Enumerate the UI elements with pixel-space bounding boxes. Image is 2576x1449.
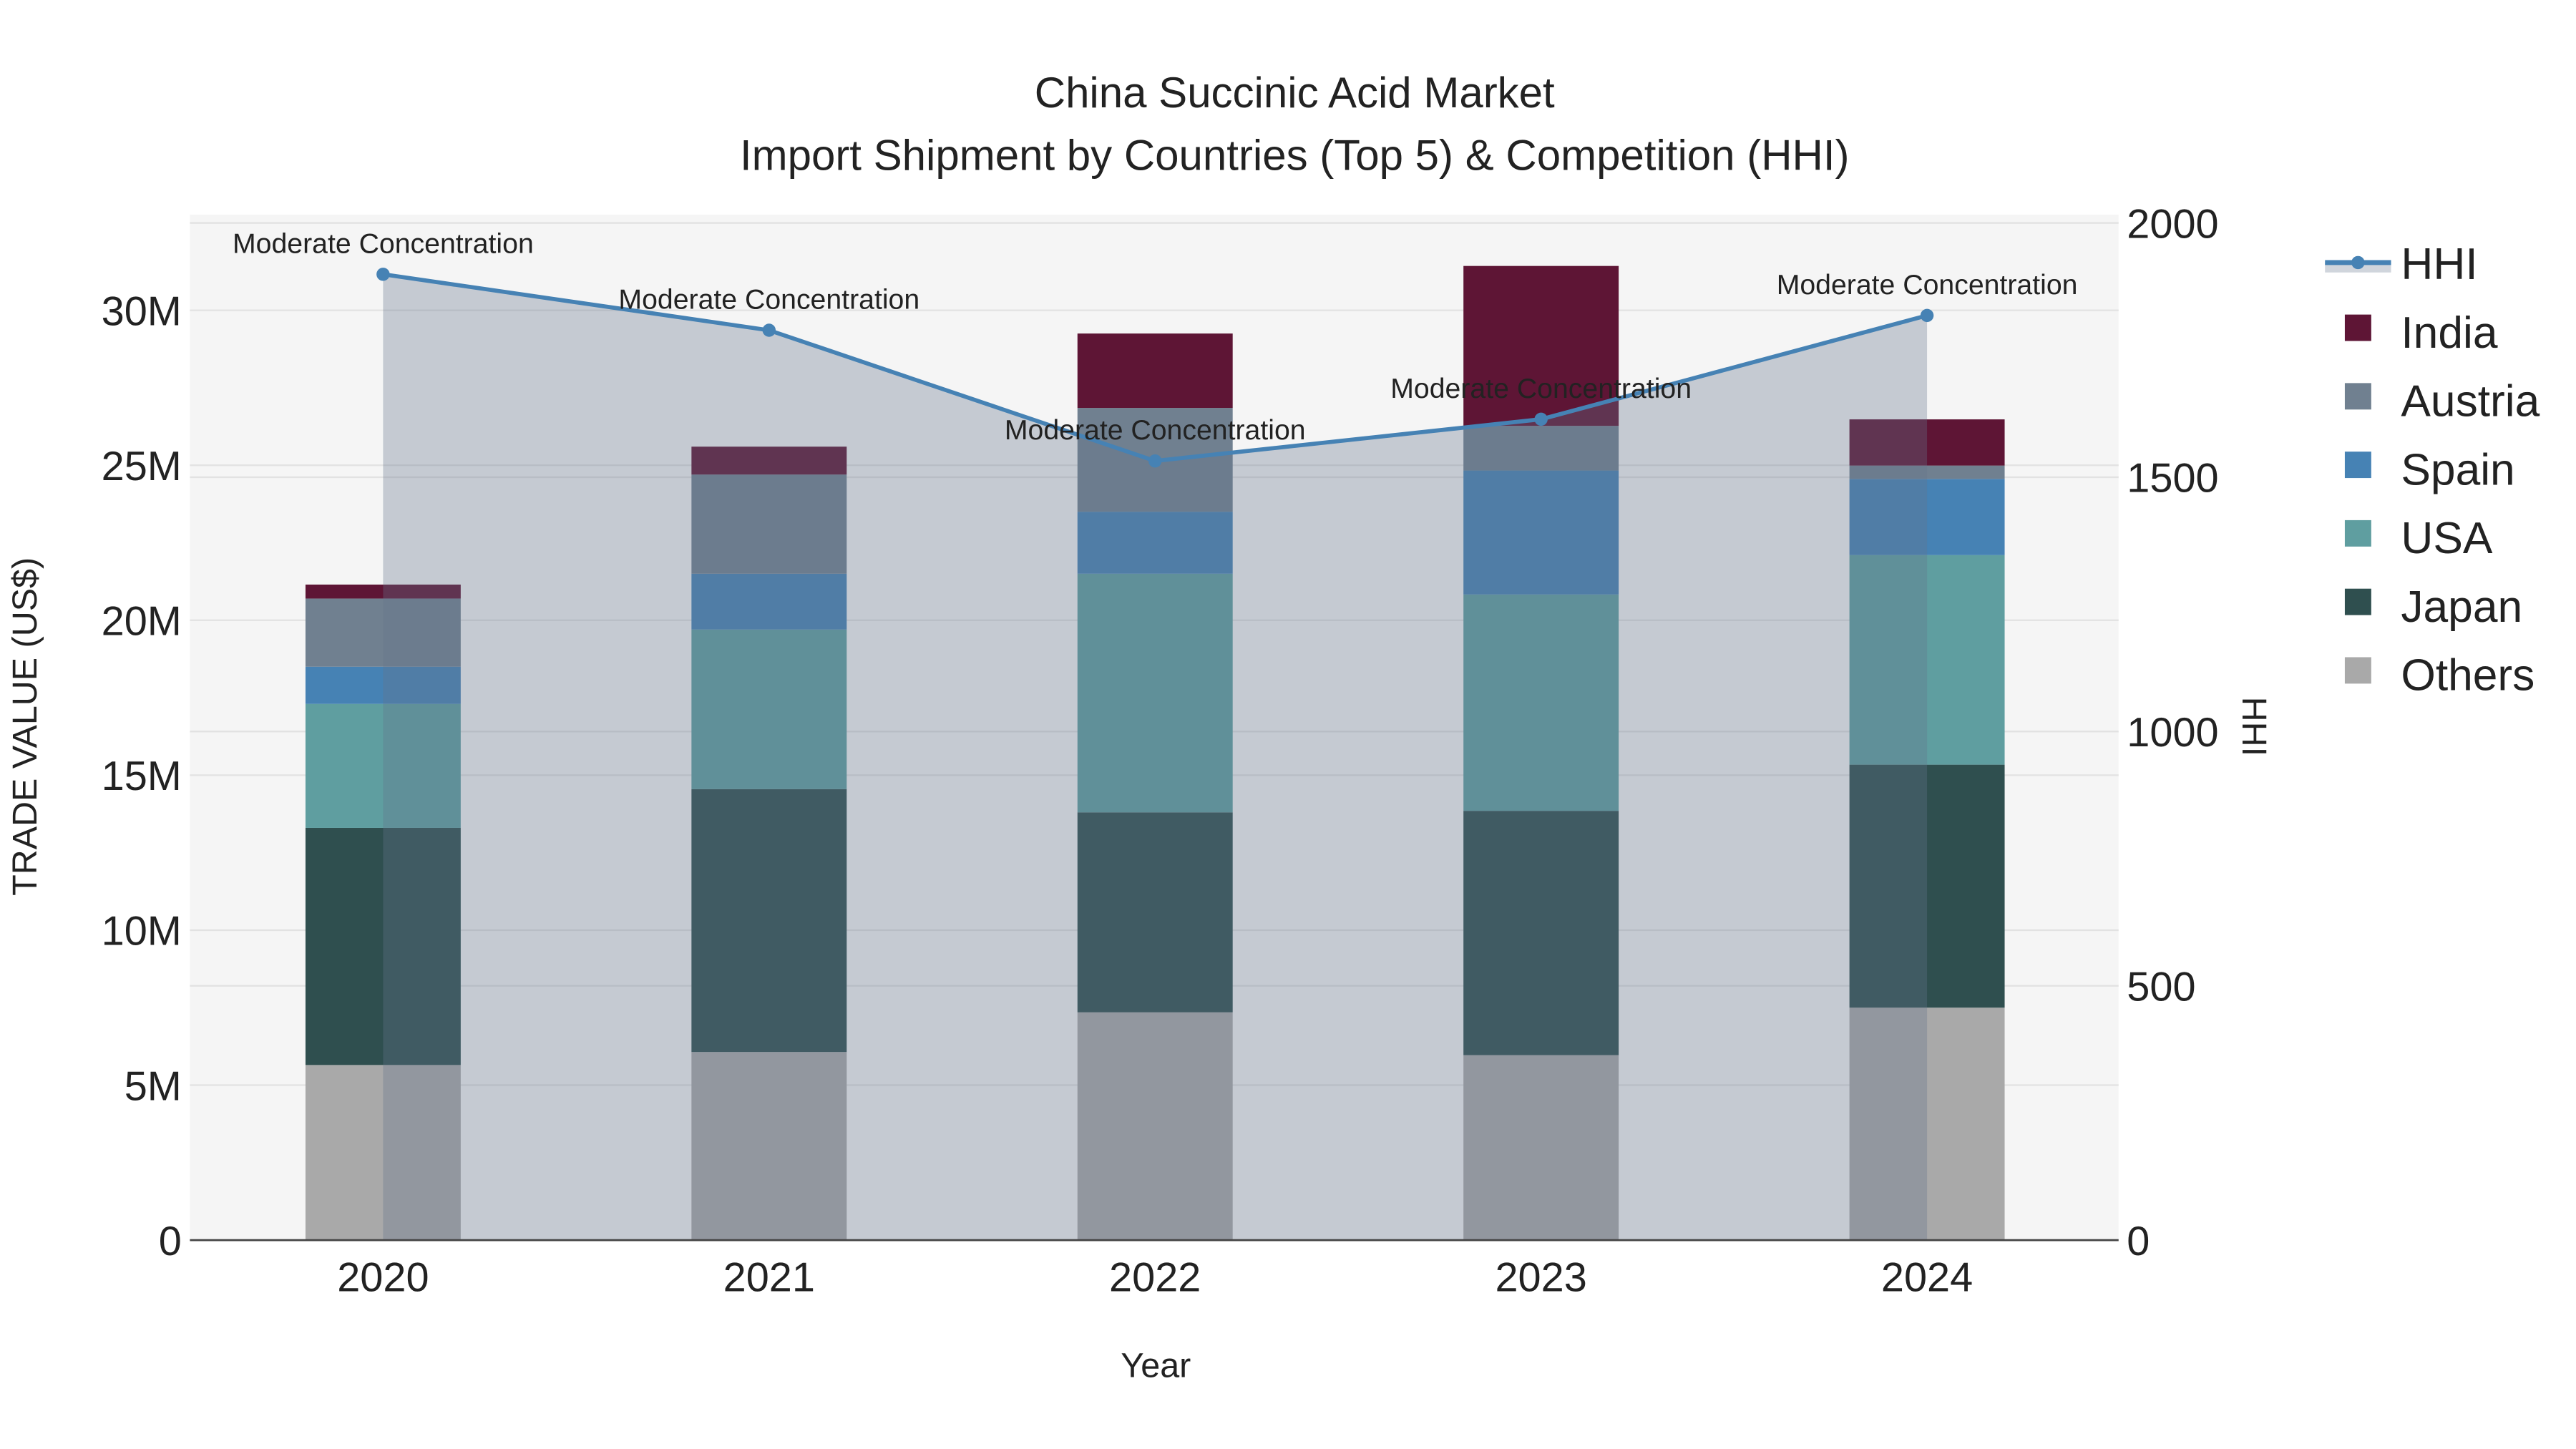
bar-japan-2020: [305, 827, 461, 1065]
bar-austria-2020: [305, 598, 461, 667]
bar-spain-2023: [1463, 470, 1619, 595]
bar-usa-2020: [305, 703, 461, 828]
hhi-annotation: Moderate Concentration: [1390, 373, 1692, 404]
x-tick-label: 2023: [1495, 1255, 1586, 1301]
y-axis-title: TRADE VALUE (US$): [6, 557, 44, 896]
legend-hhi-marker: [2351, 255, 2365, 270]
y2-tick-label: 0: [2127, 1219, 2150, 1264]
legend-label-spain: Spain: [2401, 445, 2514, 494]
x-tick-label: 2022: [1109, 1255, 1201, 1301]
bar-japan-2021: [691, 789, 847, 1053]
bar-spain-2020: [305, 666, 461, 704]
bar-spain-2022: [1077, 512, 1233, 574]
bar-spain-2024: [1849, 479, 2005, 555]
hhi-point-2020: [376, 268, 390, 281]
y-tick-label: 10M: [102, 909, 182, 955]
hhi-annotation: Moderate Concentration: [618, 284, 919, 316]
legend-swatch-austria: [2344, 383, 2371, 410]
y2-tick-label: 500: [2127, 964, 2195, 1010]
legend-label-hhi: HHI: [2401, 240, 2477, 289]
bar-usa-2024: [1849, 555, 2005, 765]
legend-label-japan: Japan: [2401, 582, 2522, 632]
bar-others-2022: [1077, 1012, 1233, 1241]
bar-usa-2021: [691, 629, 847, 789]
bar-india-2021: [691, 447, 847, 475]
y-tick-label: 30M: [102, 288, 182, 334]
hhi-point-2023: [1534, 412, 1548, 426]
x-tick-label: 2024: [1881, 1255, 1973, 1301]
y2-axis-title: HHI: [2235, 697, 2273, 756]
bar-others-2020: [305, 1065, 461, 1241]
hhi-point-2024: [1920, 308, 1934, 323]
legend-swatch-others: [2344, 657, 2371, 684]
legend-swatch-usa: [2344, 519, 2371, 547]
bar-usa-2023: [1463, 594, 1619, 811]
hhi-point-2021: [762, 323, 776, 337]
bar-japan-2022: [1077, 812, 1233, 1013]
y-tick-label: 20M: [102, 599, 182, 645]
bar-india-2022: [1077, 333, 1233, 409]
y2-tick-label: 2000: [2127, 201, 2218, 247]
legend-label-others: Others: [2401, 651, 2534, 701]
x-axis-title: Year: [1121, 1347, 1191, 1385]
x-tick-label: 2021: [723, 1255, 815, 1301]
bar-japan-2023: [1463, 811, 1619, 1055]
legend-label-india: India: [2401, 308, 2497, 358]
y-tick-label: 25M: [102, 444, 182, 489]
hhi-point-2022: [1148, 454, 1162, 468]
bar-austria-2024: [1849, 465, 2005, 479]
hhi-annotation: Moderate Concentration: [1005, 414, 1306, 446]
bar-others-2023: [1463, 1055, 1619, 1241]
legend: HHI India Austria Spain USA Japan Others: [2325, 240, 2540, 701]
y2-tick-label: 1500: [2127, 456, 2218, 502]
y2-tick-label: 1000: [2127, 710, 2218, 756]
y-tick-label: 5M: [125, 1063, 182, 1109]
legend-label-austria: Austria: [2401, 377, 2540, 426]
bar-austria-2023: [1463, 426, 1619, 471]
y-tick-label: 0: [159, 1219, 182, 1264]
hhi-annotation: Moderate Concentration: [1777, 269, 2078, 301]
chart-title: China Succinic Acid Market: [1035, 69, 1555, 117]
x-tick-label: 2020: [337, 1255, 429, 1301]
bar-austria-2021: [691, 474, 847, 574]
bar-india-2023: [1463, 265, 1619, 426]
bar-others-2021: [691, 1052, 847, 1241]
bar-usa-2022: [1077, 573, 1233, 813]
bar-japan-2024: [1849, 764, 2005, 1008]
legend-swatch-india: [2344, 314, 2371, 341]
chart-subtitle: Import Shipment by Countries (Top 5) & C…: [740, 132, 1850, 180]
y-tick-label: 15M: [102, 753, 182, 799]
bar-spain-2021: [691, 573, 847, 630]
bar-others-2024: [1849, 1008, 2005, 1241]
legend-label-usa: USA: [2401, 514, 2493, 563]
hhi-annotation: Moderate Concentration: [233, 228, 534, 259]
legend-swatch-japan: [2344, 588, 2371, 615]
legend-swatch-spain: [2344, 452, 2371, 479]
bar-india-2020: [305, 584, 461, 599]
hhi-area: [383, 274, 1928, 1241]
bar-india-2024: [1849, 419, 2005, 466]
